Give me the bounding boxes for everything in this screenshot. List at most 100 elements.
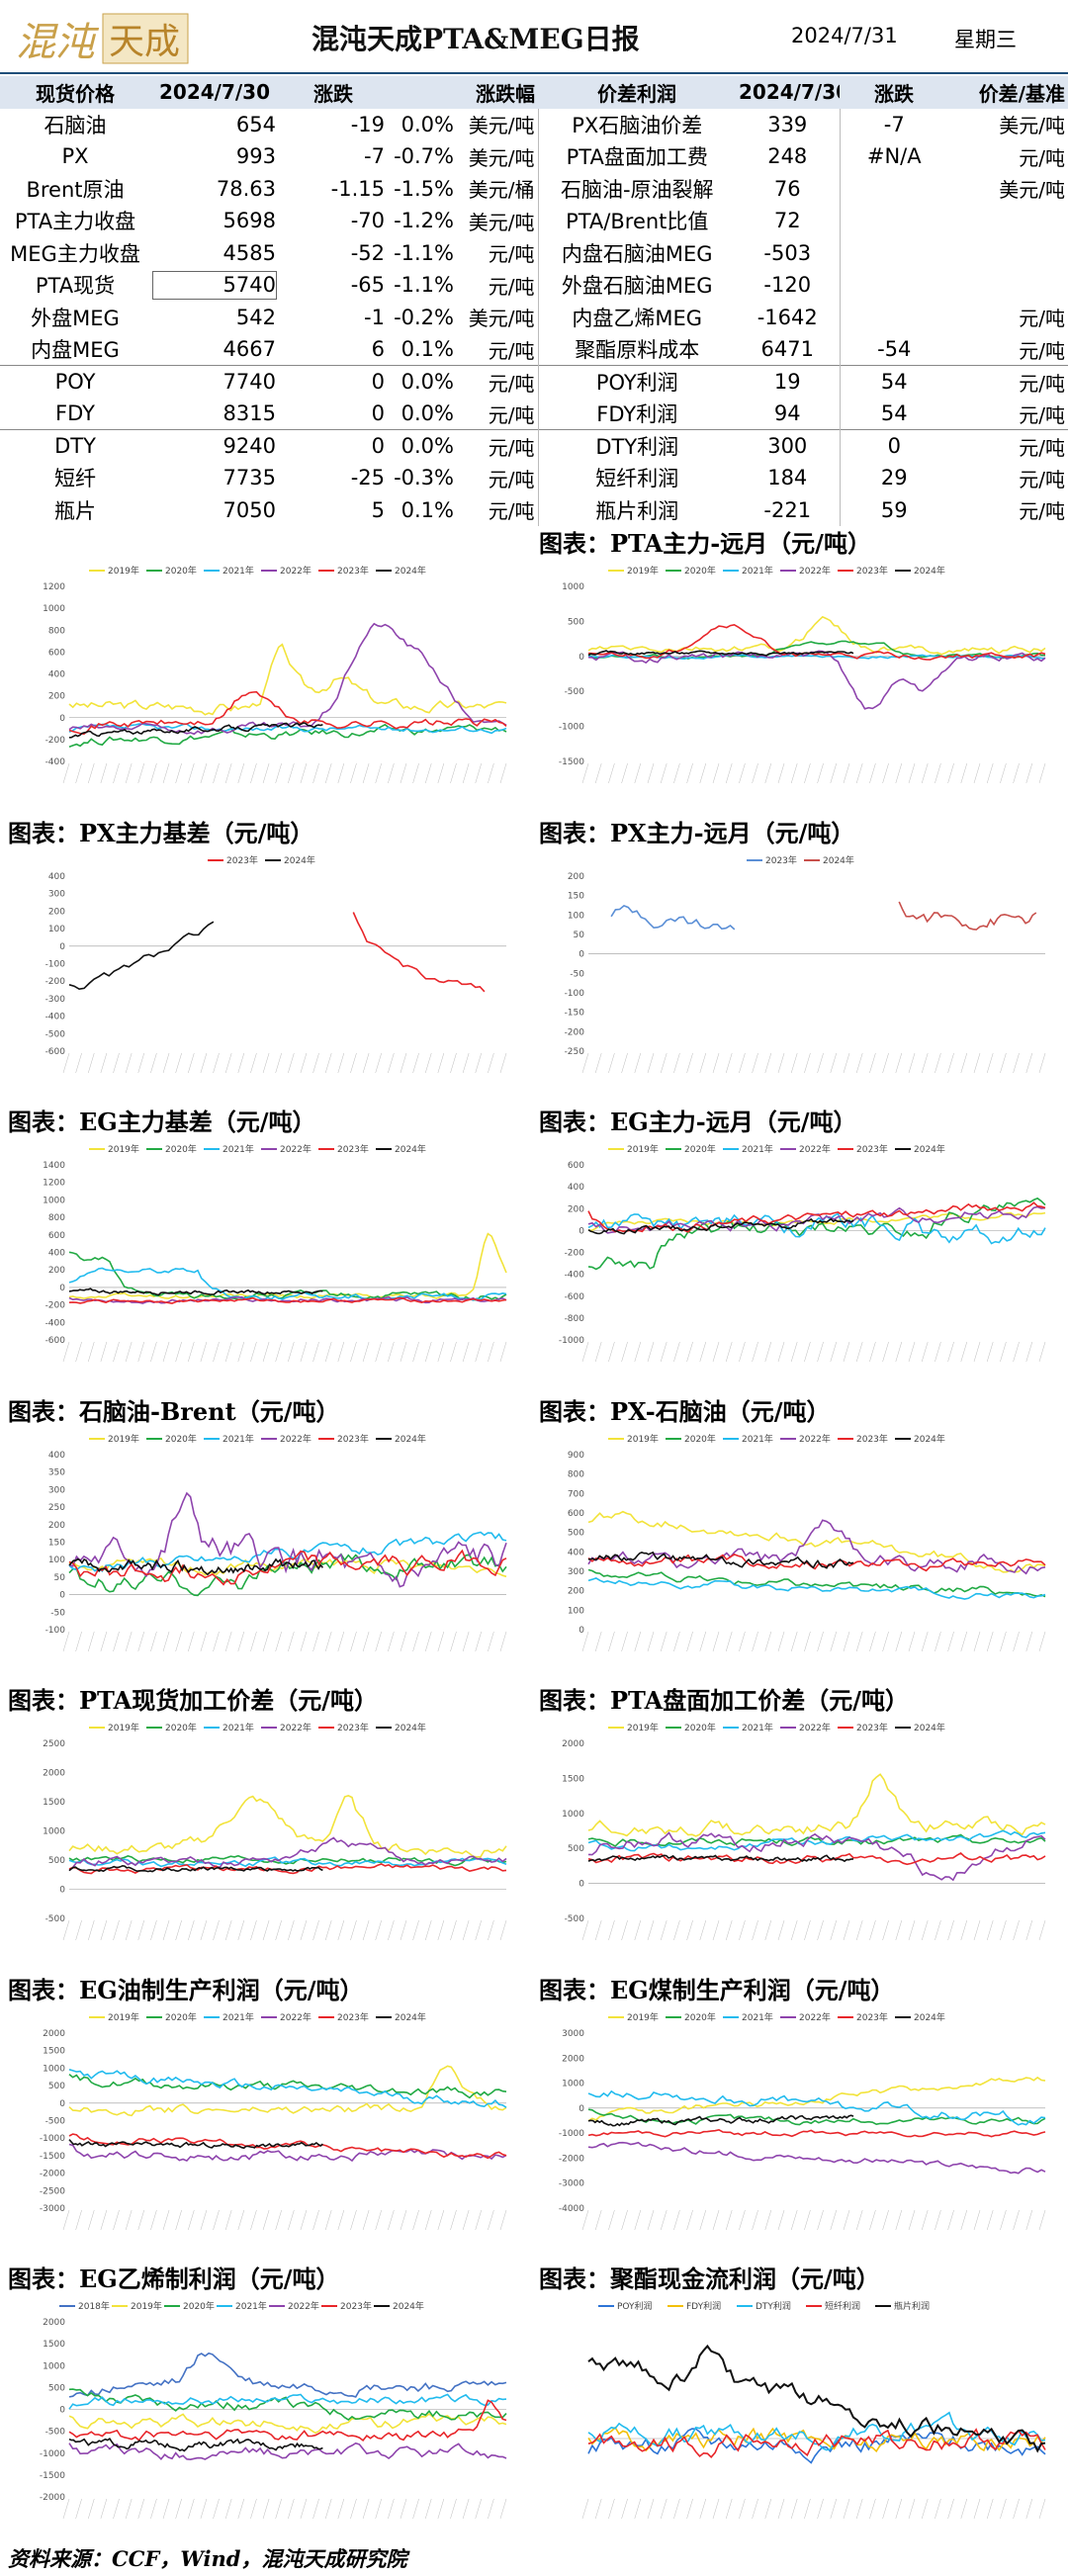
legend-item: 2019年 bbox=[608, 2011, 659, 2023]
series-line bbox=[68, 2437, 323, 2452]
legend-item: 2023年 bbox=[318, 1722, 369, 1733]
row-name: PX bbox=[61, 144, 89, 169]
row-spread-change: 54 bbox=[839, 398, 948, 430]
svg-text:2024年: 2024年 bbox=[823, 854, 854, 866]
row-unit: 元/吨 bbox=[488, 467, 535, 491]
legend-item: 2024年 bbox=[895, 565, 945, 577]
chart-svg: 2019年 2020年 2021年 2022年 2023年 2024年 400 350 300 2… bbox=[45, 1433, 507, 1652]
row-unit: 元/吨 bbox=[488, 402, 535, 427]
series-line bbox=[68, 1557, 324, 1576]
legend-item: 2023年 bbox=[838, 1143, 888, 1155]
svg-text:2020年: 2020年 bbox=[684, 1143, 716, 1155]
row-spread-unit: 元/吨 bbox=[948, 429, 1068, 462]
row-spread-name: 内盘乙烯MEG bbox=[537, 301, 736, 333]
row-unit: 美元/桶 bbox=[468, 178, 535, 203]
chart-pta-spread: 2019年 2020年 2021年 2022年 2023年 2024年 1000 500 0 -5… bbox=[549, 559, 1053, 806]
legend-item: 2023年 bbox=[208, 854, 258, 866]
svg-text:2019年: 2019年 bbox=[627, 565, 659, 577]
row-spread-value: 94 bbox=[773, 401, 801, 425]
y-tick-label: 1000 bbox=[43, 604, 65, 614]
row-change-pct: -0.2% bbox=[394, 305, 454, 329]
legend-item: 2022年 bbox=[780, 1143, 831, 1155]
row-spread-unit: 元/吨 bbox=[1019, 338, 1065, 363]
row-name: 瓶片 bbox=[54, 498, 96, 523]
row-spread-change: 29 bbox=[839, 462, 948, 494]
chart-polyester-profit: POY利润 FDY利润 DTY利润 短纤利润 瓶片利润 bbox=[549, 2294, 1053, 2541]
row-unit: 美元/吨 bbox=[468, 307, 535, 331]
report-header: 混沌 天成 混沌天成PTA&MEG日报 2024/7/31 星期三 bbox=[0, 0, 1068, 74]
row-name: DTY bbox=[0, 429, 150, 462]
series-line bbox=[898, 901, 1037, 931]
table-row: Brent原油 78.63 -1.15 -1.5% 美元/桶 石脑油-原油裂解 76 美元/吨 bbox=[0, 172, 1068, 205]
y-tick-label: 300 bbox=[48, 1485, 65, 1495]
row-change-pct: 0.0% bbox=[388, 429, 457, 462]
svg-text:2020年: 2020年 bbox=[165, 1433, 197, 1445]
row-price: 7735 bbox=[222, 466, 276, 490]
svg-text:2023年: 2023年 bbox=[337, 1722, 369, 1733]
chart-svg: 2018年 2019年 2020年 2021年 2022年 2023年 2024年 2000 1… bbox=[40, 2300, 507, 2520]
svg-text:2019年: 2019年 bbox=[108, 1143, 139, 1155]
y-tick-label: 500 bbox=[568, 617, 584, 627]
y-tick-label: 500 bbox=[48, 2383, 65, 2393]
y-tick-label: -300 bbox=[45, 995, 66, 1005]
col-change: 涨跌 bbox=[279, 76, 388, 109]
y-tick-label: -1500 bbox=[40, 2152, 65, 2162]
svg-text:2024年: 2024年 bbox=[393, 2300, 424, 2312]
legend-item: 2022年 bbox=[261, 2011, 312, 2023]
row-change-pct: -0.3% bbox=[394, 466, 454, 490]
legend-item: 2024年 bbox=[895, 1433, 945, 1445]
row-price: 4667 bbox=[222, 337, 276, 361]
legend-item: 2020年 bbox=[146, 1722, 197, 1733]
row-spread-unit bbox=[948, 237, 1068, 270]
svg-text:2023年: 2023年 bbox=[856, 2011, 888, 2023]
row-spread-change bbox=[839, 172, 948, 205]
row-change-pct: -0.7% bbox=[394, 144, 454, 169]
y-tick-label: 500 bbox=[568, 1529, 584, 1539]
row-unit: 元/吨 bbox=[488, 274, 535, 299]
svg-text:2021年: 2021年 bbox=[222, 1722, 254, 1733]
series-line bbox=[68, 2442, 507, 2461]
legend-item: 2020年 bbox=[146, 565, 197, 577]
chart-caption-eg-ethylene-profit: 图表：EG乙烯制利润（元/吨） bbox=[8, 2265, 340, 2293]
svg-text:2022年: 2022年 bbox=[280, 565, 312, 577]
legend-item: 2020年 bbox=[666, 1722, 716, 1733]
series-line bbox=[68, 2352, 507, 2398]
y-tick-label: 400 bbox=[48, 670, 65, 680]
legend-item: 2022年 bbox=[780, 2011, 831, 2023]
row-name: 石脑油 bbox=[44, 113, 107, 137]
y-tick-label: 0 bbox=[59, 2099, 65, 2109]
chart-svg: 2019年 2020年 2021年 2022年 2023年 2024年 1400 1200 10… bbox=[43, 1143, 507, 1363]
svg-text:2024年: 2024年 bbox=[395, 1722, 426, 1733]
series-line bbox=[587, 2089, 1046, 2126]
svg-text:天成: 天成 bbox=[109, 22, 180, 62]
legend-item: 2019年 bbox=[608, 1143, 659, 1155]
row-spread-name: DTY利润 bbox=[537, 429, 736, 462]
legend-item: 2022年 bbox=[261, 1722, 312, 1733]
y-tick-label: 800 bbox=[568, 1470, 584, 1480]
series-line bbox=[587, 2114, 854, 2127]
svg-text:2020年: 2020年 bbox=[183, 2300, 215, 2312]
y-tick-label: -500 bbox=[565, 1914, 585, 1924]
chart-caption-pta-futures-margin: 图表：PTA盘面加工价差（元/吨） bbox=[539, 1686, 909, 1715]
series-line bbox=[68, 2388, 507, 2421]
svg-text:2020年: 2020年 bbox=[165, 1722, 197, 1733]
y-tick-label: 0 bbox=[578, 1626, 584, 1636]
series-line bbox=[587, 1773, 1046, 1837]
row-unit: 美元/吨 bbox=[468, 145, 535, 170]
y-tick-label: -250 bbox=[565, 1047, 585, 1057]
y-tick-label: 0 bbox=[59, 1886, 65, 1896]
legend-item: 瓶片利润 bbox=[875, 2300, 930, 2312]
y-tick-label: -200 bbox=[45, 736, 66, 746]
row-change-pct: 0.0% bbox=[400, 112, 454, 136]
y-tick-label: -400 bbox=[565, 1271, 585, 1281]
row-spread-unit: 美元/吨 bbox=[999, 178, 1065, 203]
svg-text:2023年: 2023年 bbox=[856, 565, 888, 577]
chart-caption-naphtha-brent: 图表：石脑油-Brent（元/吨） bbox=[8, 1397, 340, 1426]
row-change: -7 bbox=[364, 144, 385, 169]
svg-text:2019年: 2019年 bbox=[108, 1433, 139, 1445]
series-line bbox=[68, 2133, 507, 2160]
svg-text:2021年: 2021年 bbox=[222, 1143, 254, 1155]
chart-eg-oil-profit: 2019年 2020年 2021年 2022年 2023年 2024年 2000 1500 10… bbox=[30, 2005, 514, 2253]
y-tick-label: 0 bbox=[59, 1591, 65, 1601]
